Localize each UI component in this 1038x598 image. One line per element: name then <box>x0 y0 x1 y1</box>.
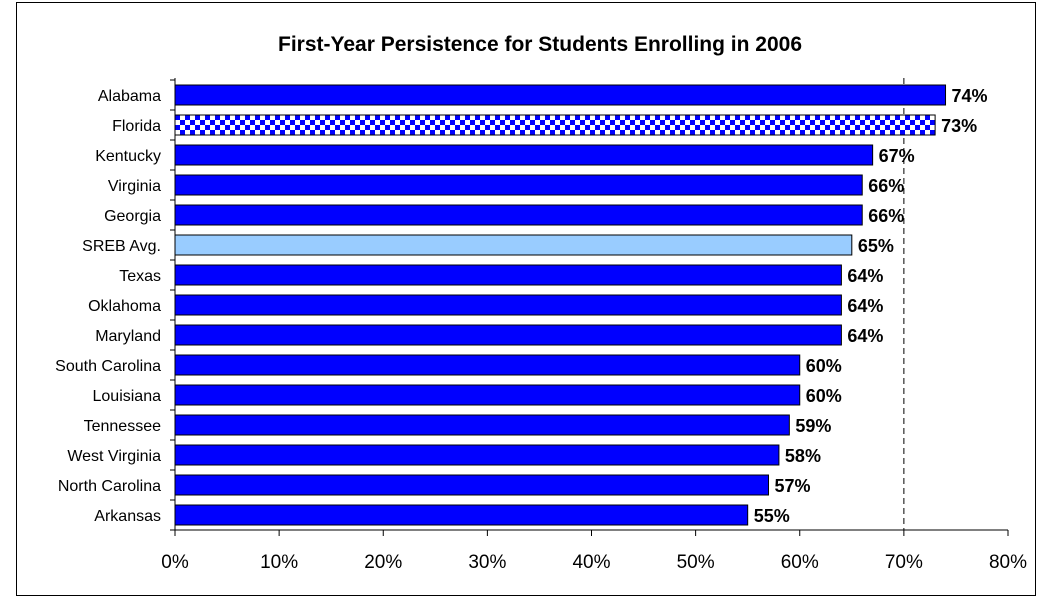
bar <box>174 414 790 436</box>
data-label: 64% <box>847 296 883 316</box>
bar <box>174 114 936 136</box>
x-tick-label: 20% <box>364 552 402 573</box>
x-tick-label: 70% <box>885 552 923 573</box>
data-label: 66% <box>868 176 904 196</box>
category-label: West Virginia <box>67 448 161 465</box>
category-label: South Carolina <box>55 358 161 375</box>
category-label: SREB Avg. <box>82 238 161 255</box>
data-label: 60% <box>806 356 842 376</box>
chart-title: First-Year Persistence for Students Enro… <box>278 33 802 56</box>
data-label: 67% <box>879 146 915 166</box>
bar <box>174 504 749 526</box>
data-label: 64% <box>847 326 883 346</box>
category-label: Tennessee <box>84 418 161 435</box>
category-label: Kentucky <box>95 148 161 165</box>
bar <box>174 324 842 346</box>
bar <box>174 384 801 406</box>
data-label: 55% <box>754 506 790 526</box>
category-label: Georgia <box>104 208 161 225</box>
x-tick-label: 80% <box>989 552 1027 573</box>
category-label: Arkansas <box>94 508 161 525</box>
bar <box>174 354 801 376</box>
bar <box>174 234 853 256</box>
bar <box>174 264 842 286</box>
x-tick-label: 50% <box>677 552 715 573</box>
category-label: Texas <box>119 268 161 285</box>
category-label: Maryland <box>95 328 161 345</box>
data-label: 59% <box>795 416 831 436</box>
x-tick-label: 30% <box>468 552 506 573</box>
x-tick-label: 0% <box>161 552 189 573</box>
bar <box>174 144 874 166</box>
data-label: 65% <box>858 236 894 256</box>
x-tick-label: 60% <box>781 552 819 573</box>
data-label: 73% <box>941 116 977 136</box>
bar <box>174 474 770 496</box>
data-label: 74% <box>952 86 988 106</box>
bar <box>174 444 780 466</box>
data-label: 60% <box>806 386 842 406</box>
bar <box>174 84 947 106</box>
category-label: Louisiana <box>93 388 162 405</box>
category-label: Virginia <box>108 178 161 195</box>
category-label: Florida <box>112 118 161 135</box>
bar <box>174 174 863 196</box>
data-label: 58% <box>785 446 821 466</box>
data-label: 57% <box>775 476 811 496</box>
category-label: Alabama <box>98 88 161 105</box>
data-label: 64% <box>847 266 883 286</box>
data-label: 66% <box>868 206 904 226</box>
category-label: North Carolina <box>58 478 161 495</box>
x-tick-label: 10% <box>260 552 298 573</box>
bar <box>174 204 863 226</box>
category-label: Oklahoma <box>88 298 161 315</box>
x-tick-label: 40% <box>572 552 610 573</box>
chart-border <box>16 2 1036 596</box>
bar <box>174 294 842 316</box>
